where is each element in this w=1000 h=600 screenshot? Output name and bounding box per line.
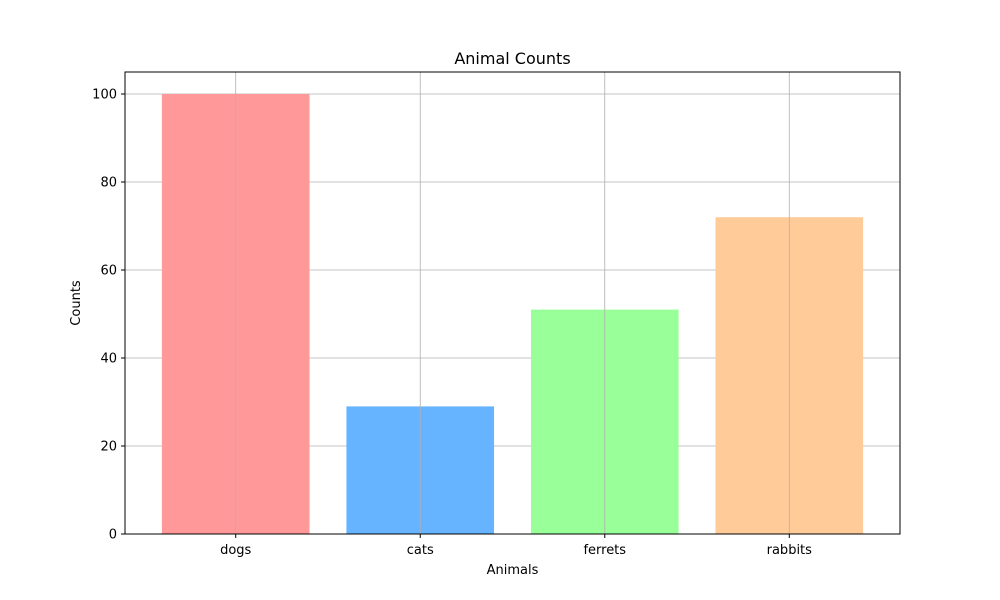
x-tick-label-dogs: dogs: [220, 543, 251, 558]
x-tick-label-rabbits: rabbits: [767, 543, 813, 558]
y-tick-label: 60: [100, 264, 117, 279]
y-axis-label: Counts: [69, 280, 84, 326]
y-tick-label: 0: [109, 528, 117, 543]
y-tick-label: 100: [92, 88, 117, 103]
x-tick-label-ferrets: ferrets: [583, 543, 626, 558]
x-axis-label: Animals: [487, 563, 539, 578]
x-grid: [235, 72, 790, 534]
plot-frame: [124, 71, 901, 535]
chart-title: Animal Counts: [454, 49, 570, 68]
y-tick-label: 80: [100, 176, 117, 191]
ticks: 0 20 40 60 80 100 dogs cats ferrets rabbits: [92, 88, 812, 559]
x-tick-label-cats: cats: [407, 543, 434, 558]
y-tick-label: 40: [100, 352, 117, 367]
y-tick-label: 20: [100, 440, 117, 455]
